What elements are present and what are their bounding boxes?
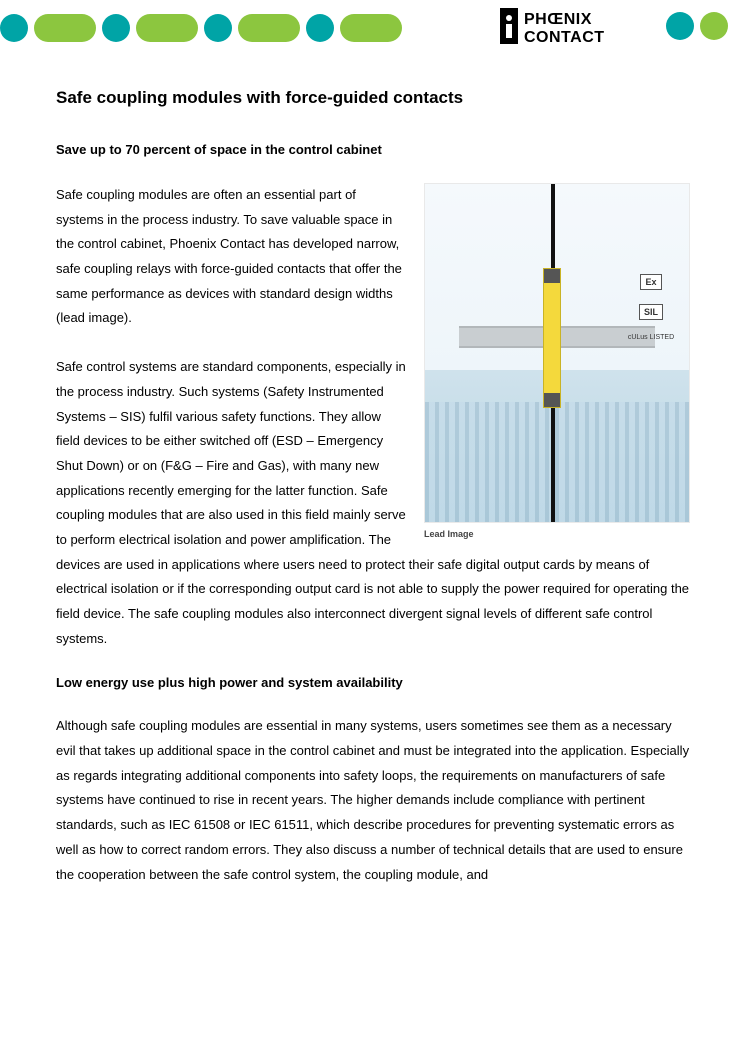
relay-module [543,268,561,408]
lead-figure: Ex SIL cULus LISTED Lead Image [424,183,690,539]
header-band: PHŒNIX CONTACT [0,0,746,54]
lead-image-caption: Lead Image [424,529,690,539]
phoenix-contact-logo-icon: PHŒNIX CONTACT [500,4,658,48]
lead-image: Ex SIL cULus LISTED [424,183,690,523]
page-content: Safe coupling modules with force-guided … [0,54,746,887]
page-subtitle: Save up to 70 percent of space in the co… [56,142,690,157]
paragraph-3: Although safe coupling modules are essen… [56,714,690,887]
sil-badge: SIL [639,304,663,320]
ul-badge: cULus LISTED [628,334,674,341]
brand-line2: CONTACT [524,29,605,46]
certification-badges: Ex SIL cULus LISTED [627,274,675,341]
brand-line1: PHŒNIX [524,11,592,28]
decorative-band [0,14,402,42]
plant-background [425,402,689,522]
body-wrap: Ex SIL cULus LISTED Lead Image Safe coup… [56,183,690,887]
section-2-heading: Low energy use plus high power and syste… [56,675,690,690]
ex-badge: Ex [640,274,661,290]
page-title: Safe coupling modules with force-guided … [56,88,690,108]
decorative-band-right [666,12,728,40]
brand-logo: PHŒNIX CONTACT [500,4,728,48]
